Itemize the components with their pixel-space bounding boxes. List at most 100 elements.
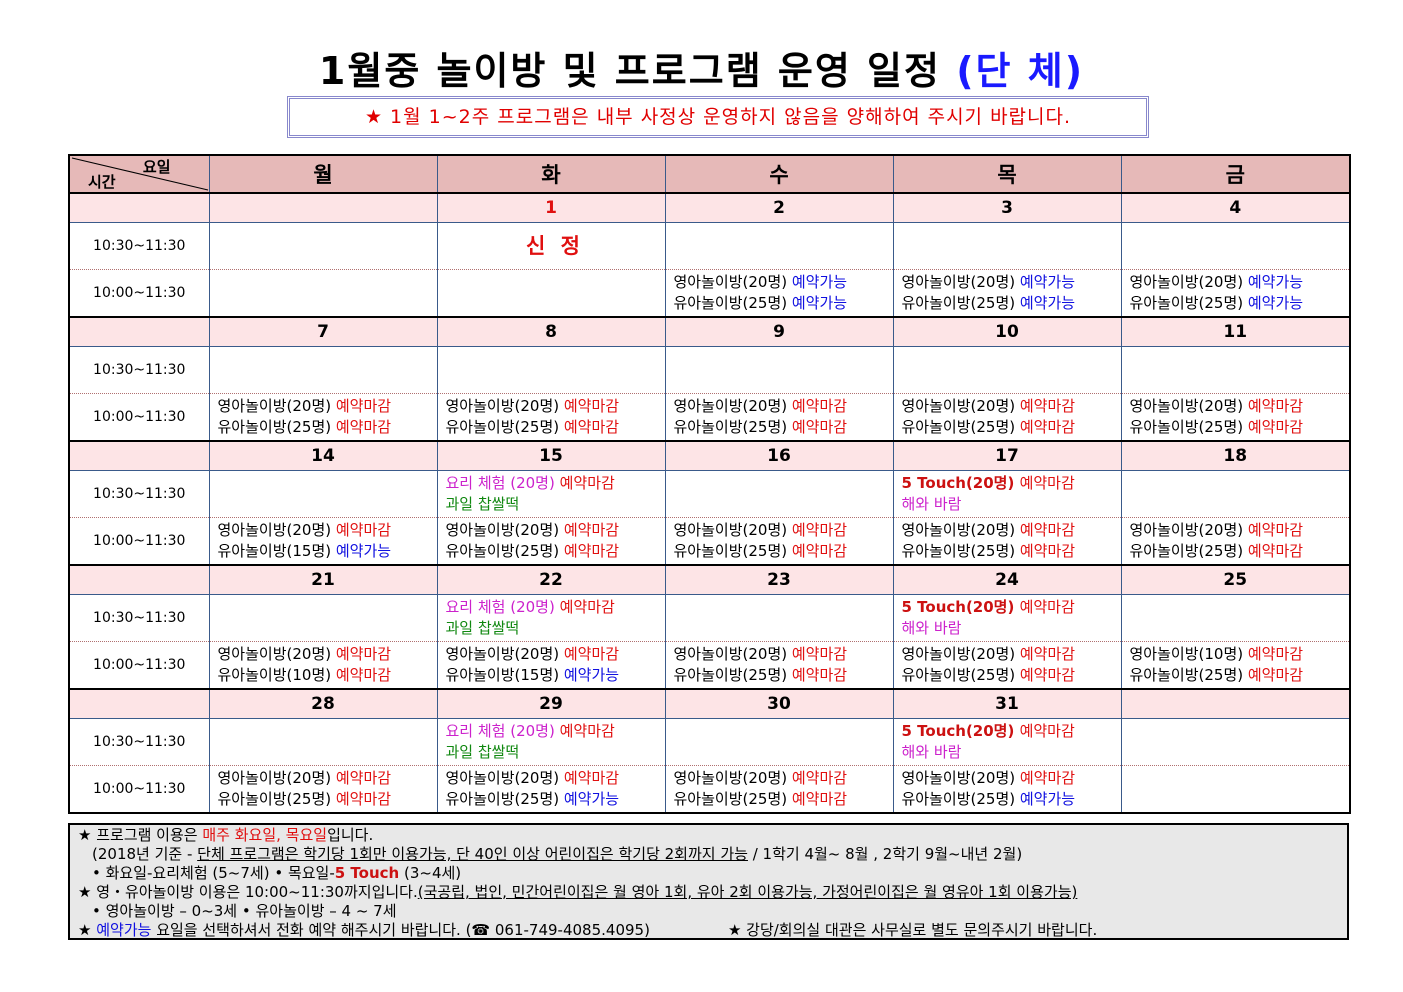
schedule-line: 영아놀이방(20명) 예약마감 <box>218 520 437 541</box>
schedule-line: 영아놀이방(20명) 예약마감 <box>446 768 665 789</box>
date-row: 28 29 30 31 <box>69 688 1350 719</box>
schedule-cell <box>664 594 893 642</box>
notice-banner: ★ 1월 1~2주 프로그램은 내부 사정상 운영하지 않음을 양해하여 주시기… <box>287 96 1149 138</box>
status-closed: 예약마감 <box>1247 521 1304 539</box>
schedule-line: 유아놀이방(25명) 예약마감 <box>218 789 437 810</box>
status-closed: 예약마감 <box>1019 666 1076 684</box>
date-cell: 8 <box>436 316 665 347</box>
program-text: 과일 찹쌀떡 <box>445 619 520 637</box>
date-cell: 16 <box>664 440 893 471</box>
header-row: 요일 시간 월 화 수 목 금 <box>69 155 1350 194</box>
schedule-cell: 영아놀이방(20명) 예약마감 유아놀이방(25명) 예약마감 <box>1120 393 1350 441</box>
schedule-cell: 5 Touch(20명) 예약마감 해와 바람 <box>892 470 1121 518</box>
schedule-line: 영아놀이방(20명) 예약마감 <box>218 644 437 665</box>
schedule-cell: 신 정 <box>436 222 665 270</box>
schedule-cell: 영아놀이방(20명) 예약마감 유아놀이방(25명) 예약마감 <box>436 393 665 441</box>
schedule-line: 영아놀이방(20명) 예약마감 <box>902 396 1121 417</box>
date-cell: 14 <box>208 440 437 471</box>
page-title: 1월중 놀이방 및 프로그램 운영 일정 (단 체) <box>0 40 1403 95</box>
schedule-cell: 5 Touch(20명) 예약마감 해와 바람 <box>892 718 1121 766</box>
program-text: 영아놀이방(20명) <box>673 645 792 663</box>
status-available: 예약가능 <box>1019 273 1076 291</box>
status-available: 예약가능 <box>791 273 848 291</box>
slot-row: 10:30~11:30 요리 체험 (20명) 예약마감 과일 찹쌀떡 5 Touch… <box>69 594 1350 642</box>
date-row: 21 22 23 24 25 <box>69 564 1350 595</box>
schedule-cell <box>1120 765 1350 813</box>
program-text: 유아놀이방(25명) <box>445 542 564 560</box>
schedule-line: 해와 바람 <box>902 494 1121 515</box>
schedule-cell: 요리 체험 (20명) 예약마감 과일 찹쌀떡 <box>436 594 665 642</box>
program-text: 5 Touch(20명) <box>901 722 1020 740</box>
schedule-line: 영아놀이방(20명) 예약마감 <box>1130 396 1350 417</box>
schedule-line: 과일 찹쌀떡 <box>446 618 665 639</box>
date-cell: 25 <box>1120 564 1350 595</box>
slot-row: 10:30~11:30 요리 체험 (20명) 예약마감 과일 찹쌀떡 5 Touch… <box>69 718 1350 766</box>
schedule-cell: 영아놀이방(20명) 예약가능 유아놀이방(25명) 예약가능 <box>892 269 1121 317</box>
program-text: 영아놀이방(20명) <box>673 769 792 787</box>
schedule-cell <box>208 470 437 518</box>
program-text: 유아놀이방(25명) <box>217 790 336 808</box>
date-cell: 9 <box>664 316 893 347</box>
schedule-line: 과일 찹쌀떡 <box>446 742 665 763</box>
time-blank <box>69 688 209 719</box>
date-cell: 10 <box>892 316 1121 347</box>
schedule-line: 유아놀이방(25명) 예약마감 <box>1130 541 1350 562</box>
program-text: 요리 체험 (20명) <box>445 722 560 740</box>
status-closed: 예약마감 <box>559 722 615 740</box>
program-text: 유아놀이방(25명) <box>1129 666 1248 684</box>
date-row: 7 8 9 10 11 <box>69 316 1350 347</box>
program-text: 유아놀이방(25명) <box>1129 542 1248 560</box>
schedule-cell <box>1120 718 1350 766</box>
schedule-cell <box>436 269 665 317</box>
status-closed: 예약마감 <box>563 418 620 436</box>
status-closed: 예약마감 <box>1019 542 1076 560</box>
program-text: 영아놀이방(20명) <box>445 769 564 787</box>
schedule-line: 요리 체험 (20명) 예약마감 <box>446 473 665 494</box>
status-closed: 예약마감 <box>1019 418 1076 436</box>
schedule-cell <box>208 269 437 317</box>
day-header-thu: 목 <box>892 155 1121 194</box>
slot-row: 10:00~11:30 영아놀이방(20명) 예약마감 유아놀이방(25명) 예약마… <box>69 765 1350 813</box>
time-cell: 10:30~11:30 <box>69 718 209 766</box>
program-text: 요리 체험 (20명) <box>445 474 560 492</box>
schedule-cell: 영아놀이방(20명) 예약마감 유아놀이방(25명) 예약마감 <box>208 393 437 441</box>
program-text: 영아놀이방(20명) <box>217 397 336 415</box>
status-available: 예약가능 <box>563 666 620 684</box>
status-closed: 예약마감 <box>563 542 620 560</box>
schedule-cell: 영아놀이방(20명) 예약마감 유아놀이방(25명) 예약가능 <box>436 765 665 813</box>
schedule-line: 영아놀이방(20명) 예약마감 <box>446 520 665 541</box>
schedule-cell: 영아놀이방(20명) 예약마감 유아놀이방(25명) 예약마감 <box>892 393 1121 441</box>
schedule-cell: 영아놀이방(20명) 예약마감 유아놀이방(25명) 예약마감 <box>664 765 893 813</box>
status-closed: 예약마감 <box>1019 769 1076 787</box>
program-text: 영아놀이방(20명) <box>901 397 1020 415</box>
schedule-cell <box>436 346 665 394</box>
slot-row: 10:30~11:30 요리 체험 (20명) 예약마감 과일 찹쌀떡 5 Touch… <box>69 470 1350 518</box>
schedule-line: 영아놀이방(20명) 예약마감 <box>674 396 893 417</box>
program-text: 유아놀이방(25명) <box>673 418 792 436</box>
date-cell: 3 <box>892 192 1121 223</box>
status-closed: 예약마감 <box>791 542 848 560</box>
notes-panel: ★ 프로그램 이용은 매주 화요일, 목요일입니다. (2018년 기준 - 단… <box>68 823 1349 940</box>
date-cell: 18 <box>1120 440 1350 471</box>
program-text: 영아놀이방(20명) <box>673 397 792 415</box>
schedule-line: 요리 체험 (20명) 예약마감 <box>446 721 665 742</box>
time-cell: 10:00~11:30 <box>93 409 186 425</box>
schedule-cell <box>1120 346 1350 394</box>
program-text: 영아놀이방(20명) <box>901 769 1020 787</box>
slot-row: 10:30~11:30 신 정 <box>69 222 1350 270</box>
program-text: 영아놀이방(20명) <box>673 521 792 539</box>
schedule-cell: 영아놀이방(20명) 예약가능 유아놀이방(25명) 예약가능 <box>664 269 893 317</box>
schedule-cell: 영아놀이방(20명) 예약마감 유아놀이방(25명) 예약가능 <box>892 765 1121 813</box>
program-text: 유아놀이방(10명) <box>217 666 336 684</box>
schedule-line: 유아놀이방(15명) 예약가능 <box>218 541 437 562</box>
schedule-line: 유아놀이방(25명) 예약가능 <box>446 789 665 810</box>
schedule-line: 영아놀이방(20명) 예약마감 <box>218 396 437 417</box>
program-text: 유아놀이방(25명) <box>445 418 564 436</box>
schedule-line: 유아놀이방(25명) 예약마감 <box>674 541 893 562</box>
program-text: 해와 바람 <box>901 495 962 513</box>
status-closed: 예약마감 <box>1019 397 1076 415</box>
program-text: 영아놀이방(20명) <box>1129 273 1248 291</box>
schedule-cell: 영아놀이방(20명) 예약마감 유아놀이방(15명) 예약가능 <box>436 641 665 689</box>
program-text: 영아놀이방(20명) <box>445 645 564 663</box>
